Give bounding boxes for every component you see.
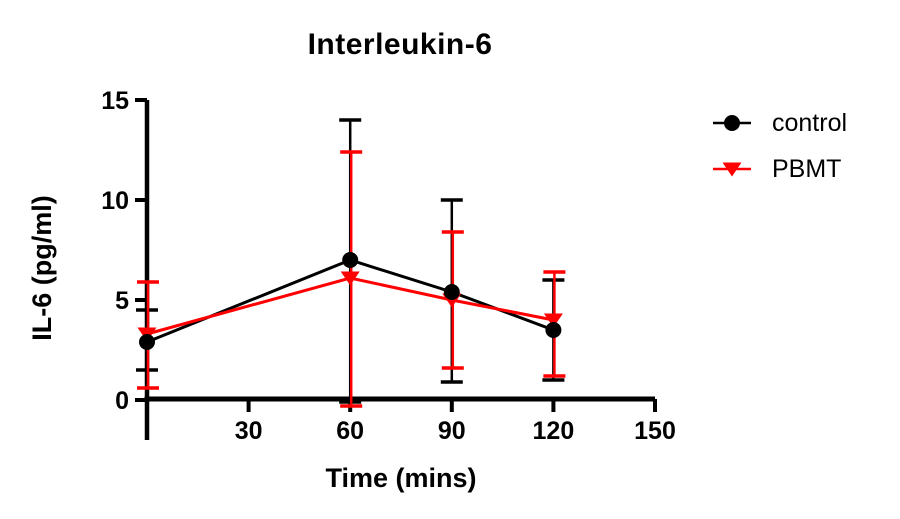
legend: control PBMT: [712, 107, 847, 185]
data-point-PBMT: [340, 271, 360, 286]
y-tick-label: 10: [101, 187, 129, 215]
data-point-PBMT: [543, 313, 563, 328]
x-tick-label: 90: [438, 417, 466, 445]
series-line-PBMT: [146, 276, 554, 336]
data-point-control: [342, 252, 359, 268]
data-point-control: [139, 334, 155, 350]
y-tick-label: 15: [101, 87, 129, 115]
chart-title: Interleukin-6: [307, 28, 493, 61]
legend-item-pbmt: PBMT: [712, 153, 847, 185]
y-tick-label: 5: [115, 287, 129, 315]
y-tick-label: 0: [115, 387, 129, 415]
pbmt-triangle-marker-icon: [713, 162, 751, 177]
legend-label-pbmt: PBMT: [772, 155, 842, 183]
x-tick-label: 30: [235, 417, 263, 445]
x-tick-label: 120: [533, 417, 575, 445]
x-tick-label: 150: [634, 417, 676, 445]
x-axis-label: Time (mins): [325, 463, 477, 493]
data-point-control: [443, 284, 460, 300]
legend-item-control: control: [712, 107, 847, 139]
data-point-control: [545, 322, 562, 338]
legend-label-control: control: [772, 109, 848, 137]
control-circle-marker-icon: [713, 115, 751, 131]
x-tick-label: 60: [336, 417, 364, 445]
